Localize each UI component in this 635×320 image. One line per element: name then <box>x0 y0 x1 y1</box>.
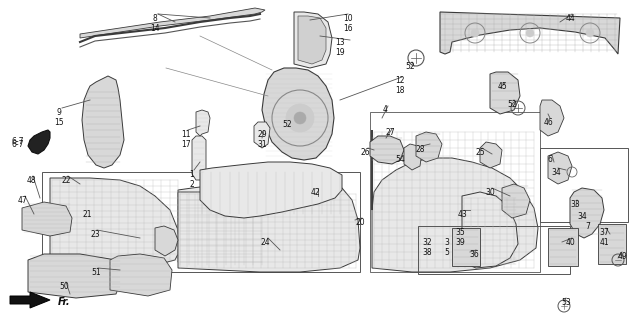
Text: 23: 23 <box>90 230 100 239</box>
Polygon shape <box>370 136 404 164</box>
Text: 10
16: 10 16 <box>343 14 353 33</box>
Text: 47: 47 <box>18 196 28 205</box>
Text: 6: 6 <box>547 155 552 164</box>
Text: Fr.: Fr. <box>58 297 70 307</box>
Polygon shape <box>254 122 270 148</box>
Text: 51: 51 <box>91 268 101 277</box>
Text: 3
5: 3 5 <box>444 238 450 257</box>
Polygon shape <box>502 184 530 218</box>
Text: 34: 34 <box>577 212 587 221</box>
Text: 33: 33 <box>570 200 580 209</box>
Text: 13
19: 13 19 <box>335 38 345 57</box>
Polygon shape <box>50 178 180 268</box>
Text: 48: 48 <box>26 176 36 185</box>
Text: 6-7: 6-7 <box>12 140 24 149</box>
Text: 24: 24 <box>260 238 270 247</box>
Polygon shape <box>372 130 538 272</box>
Text: 7: 7 <box>585 222 591 231</box>
Polygon shape <box>298 16 326 64</box>
Text: 22: 22 <box>61 176 70 185</box>
Bar <box>540 148 628 222</box>
Polygon shape <box>262 68 334 160</box>
Bar <box>548 228 578 266</box>
Text: 50: 50 <box>59 282 69 291</box>
Bar <box>452 228 480 266</box>
Text: 45: 45 <box>498 82 508 91</box>
Text: 35
39: 35 39 <box>455 228 465 247</box>
Text: 29
31: 29 31 <box>257 130 267 149</box>
Polygon shape <box>294 12 332 68</box>
Polygon shape <box>10 292 50 308</box>
Text: 44: 44 <box>565 14 575 23</box>
Text: 53: 53 <box>561 298 571 307</box>
Text: 6-7: 6-7 <box>12 138 24 147</box>
Text: 32
38: 32 38 <box>422 238 432 257</box>
Text: 27: 27 <box>385 128 395 137</box>
Circle shape <box>286 104 314 132</box>
Polygon shape <box>490 72 520 114</box>
Polygon shape <box>178 180 360 272</box>
Polygon shape <box>404 144 422 170</box>
Text: 26: 26 <box>360 148 370 157</box>
Polygon shape <box>22 202 72 236</box>
Polygon shape <box>440 12 620 54</box>
Text: 9
15: 9 15 <box>54 108 64 127</box>
Polygon shape <box>82 76 124 168</box>
Text: 43: 43 <box>457 210 467 219</box>
Polygon shape <box>80 8 265 38</box>
Text: 21: 21 <box>83 210 91 219</box>
Text: 42: 42 <box>310 188 320 197</box>
Text: 40: 40 <box>565 238 575 247</box>
Text: 34: 34 <box>551 168 561 177</box>
Polygon shape <box>570 188 604 238</box>
Text: 36: 36 <box>469 250 479 259</box>
Text: 1
2: 1 2 <box>190 170 194 189</box>
Circle shape <box>586 29 594 37</box>
Text: 52: 52 <box>507 100 517 109</box>
Polygon shape <box>28 130 50 154</box>
Circle shape <box>294 112 306 124</box>
Polygon shape <box>480 142 502 168</box>
Circle shape <box>471 29 479 37</box>
Text: 54: 54 <box>395 155 405 164</box>
Text: 11
17: 11 17 <box>181 130 190 149</box>
Polygon shape <box>192 136 206 180</box>
Polygon shape <box>196 110 210 136</box>
Polygon shape <box>540 100 564 136</box>
Polygon shape <box>462 192 518 268</box>
Circle shape <box>526 29 534 37</box>
Text: 49: 49 <box>617 252 627 261</box>
Text: 46: 46 <box>543 118 553 127</box>
Polygon shape <box>416 132 442 162</box>
Text: 4: 4 <box>382 105 387 114</box>
Polygon shape <box>548 152 572 184</box>
Text: 12
18: 12 18 <box>395 76 404 95</box>
Polygon shape <box>155 226 178 256</box>
Text: 20: 20 <box>355 218 365 227</box>
Text: 37
41: 37 41 <box>599 228 609 247</box>
Polygon shape <box>28 254 122 298</box>
Text: 25: 25 <box>475 148 485 157</box>
Text: 28: 28 <box>415 145 425 154</box>
Text: 52: 52 <box>405 62 415 71</box>
Text: 52: 52 <box>282 120 292 129</box>
Bar <box>418 226 570 274</box>
Text: 30: 30 <box>485 188 495 197</box>
Polygon shape <box>200 162 342 218</box>
Bar <box>598 224 626 264</box>
Polygon shape <box>110 254 172 296</box>
Polygon shape <box>178 186 265 268</box>
Text: 8
14: 8 14 <box>150 14 160 33</box>
